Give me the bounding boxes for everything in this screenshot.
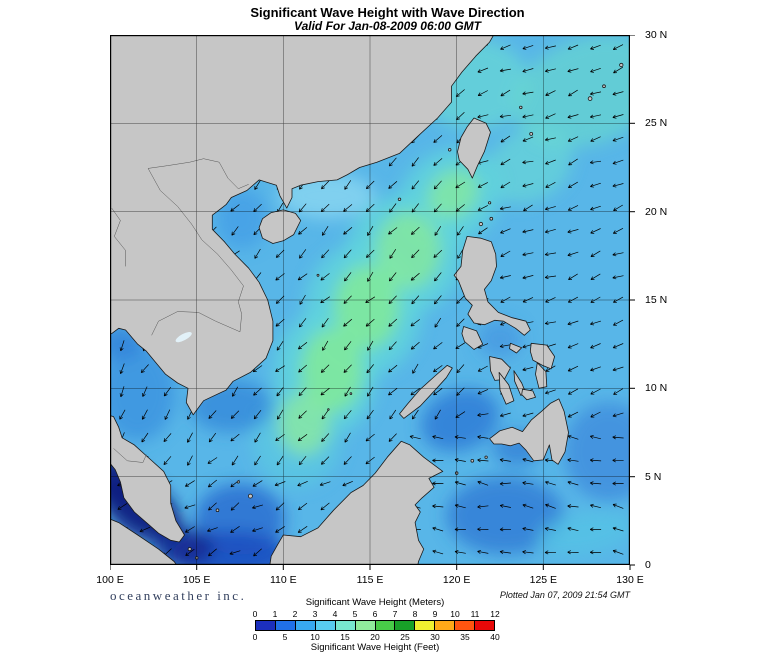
legend-meter-tick: 7 bbox=[392, 609, 398, 619]
legend-meter-tick: 5 bbox=[352, 609, 358, 619]
legend-feet-ticks: 0 5 10 15 20 25 30 35 40 bbox=[252, 632, 500, 642]
landmass-mindanao bbox=[489, 398, 569, 465]
legend-color-cell bbox=[394, 621, 415, 630]
country-borders bbox=[111, 158, 249, 463]
map-canvas bbox=[110, 35, 635, 570]
landmass-bohol bbox=[521, 388, 536, 401]
legend-meter-tick: 4 bbox=[332, 609, 338, 619]
legend-color-cell bbox=[256, 621, 275, 630]
small-island bbox=[519, 105, 523, 110]
small-island bbox=[327, 408, 330, 411]
small-island bbox=[349, 392, 353, 395]
lat-label: 25 N bbox=[645, 117, 668, 130]
legend-feet-tick: 25 bbox=[400, 632, 410, 642]
legend-meters-ticks: 0 1 2 3 4 5 6 7 8 9 10 11 12 bbox=[252, 609, 500, 619]
lake bbox=[175, 332, 192, 343]
legend-feet-tick: 40 bbox=[490, 632, 500, 642]
legend-feet-title: Significant Wave Height (Feet) bbox=[310, 642, 440, 653]
landmass-malay-peninsula bbox=[110, 415, 185, 543]
legend-color-cell bbox=[434, 621, 455, 630]
lon-label: 110 E bbox=[269, 574, 297, 586]
legend-feet-tick: 0 bbox=[252, 632, 258, 642]
map-frame bbox=[110, 35, 630, 565]
lat-label: 10 N bbox=[645, 382, 668, 395]
legend-color-cell bbox=[294, 621, 315, 630]
legend-color-cell bbox=[454, 621, 475, 630]
legend-feet-tick: 15 bbox=[340, 632, 350, 642]
landmass-luzon bbox=[453, 236, 531, 336]
lon-label: 120 E bbox=[442, 574, 471, 586]
landmass-borneo bbox=[269, 440, 444, 565]
legend-color-cell bbox=[374, 621, 395, 630]
legend-feet-tick: 20 bbox=[370, 632, 380, 642]
landmass-sumatra bbox=[110, 518, 178, 565]
legend-feet-tick: 10 bbox=[310, 632, 320, 642]
landmass-taiwan bbox=[457, 117, 491, 179]
lon-label: 130 E bbox=[616, 574, 644, 586]
legend-meter-tick: 11 bbox=[470, 609, 480, 619]
landmass-masbate bbox=[509, 342, 523, 354]
legend-meter-tick: 6 bbox=[372, 609, 378, 619]
legend-meter-tick: 12 bbox=[490, 609, 500, 619]
lon-label: 115 E bbox=[356, 574, 384, 586]
lon-label: 100 E bbox=[96, 574, 124, 586]
lat-label: 30 N bbox=[645, 29, 668, 41]
lon-label: 125 E bbox=[529, 574, 558, 586]
landmass-mindoro bbox=[461, 326, 484, 350]
lat-label: 15 N bbox=[645, 294, 668, 306]
landmass-palawan bbox=[399, 365, 453, 419]
legend-color-cell bbox=[474, 621, 495, 630]
legend-meters-title: Significant Wave Height (Meters) bbox=[305, 597, 445, 608]
legend-meter-tick: 10 bbox=[450, 609, 460, 619]
legend-feet-tick: 35 bbox=[460, 632, 470, 642]
lat-label: 20 N bbox=[645, 205, 668, 218]
small-island bbox=[487, 201, 492, 205]
axis-ticks bbox=[110, 35, 635, 570]
small-island bbox=[397, 197, 402, 201]
legend-meter-tick: 0 bbox=[252, 609, 258, 619]
small-island bbox=[448, 148, 452, 152]
legend-meter-tick: 2 bbox=[292, 609, 298, 619]
landmass-samar bbox=[529, 342, 555, 370]
chart-title: Significant Wave Height with Wave Direct… bbox=[250, 5, 525, 20]
small-island bbox=[602, 84, 606, 88]
landmass-asia-mainland bbox=[110, 35, 495, 416]
legend-meter-tick: 3 bbox=[312, 609, 318, 619]
small-island bbox=[187, 547, 192, 552]
legend-color-cell bbox=[334, 621, 355, 630]
land-layer bbox=[110, 35, 624, 565]
legend-feet-tick: 30 bbox=[430, 632, 440, 642]
oceanweather-logo-text: oceanweather inc. bbox=[110, 588, 247, 603]
legend-feet-tick: 5 bbox=[282, 632, 288, 642]
small-island bbox=[478, 221, 483, 227]
landmass-hainan bbox=[258, 209, 302, 244]
small-island bbox=[489, 216, 494, 221]
grid-lines bbox=[110, 35, 630, 565]
legend-color-bar bbox=[255, 620, 495, 631]
small-island bbox=[316, 273, 320, 277]
legend-color-cell bbox=[314, 621, 335, 630]
legend-meter-tick: 9 bbox=[432, 609, 438, 619]
small-island bbox=[215, 508, 220, 513]
small-island bbox=[484, 455, 488, 459]
lon-label: 105 E bbox=[182, 574, 211, 586]
plotted-timestamp: Plotted Jan 07, 2009 21:54 GMT bbox=[499, 590, 630, 600]
landmass-leyte bbox=[535, 362, 548, 389]
legend-color-cell bbox=[414, 621, 435, 630]
small-island bbox=[470, 458, 475, 463]
small-island bbox=[236, 480, 240, 484]
legend-color-cell bbox=[354, 621, 375, 630]
chart-valid-time: Valid For Jan-08-2009 06:00 GMT bbox=[294, 19, 481, 33]
small-island bbox=[529, 132, 534, 136]
lat-label: 5 N bbox=[645, 470, 662, 483]
legend-meter-tick: 1 bbox=[272, 609, 278, 619]
legend-color-cell bbox=[274, 621, 295, 630]
small-island bbox=[619, 62, 624, 68]
small-island bbox=[247, 493, 253, 499]
legend-meter-tick: 8 bbox=[412, 609, 418, 619]
small-island bbox=[587, 96, 593, 101]
lat-label: 0 bbox=[645, 559, 651, 571]
